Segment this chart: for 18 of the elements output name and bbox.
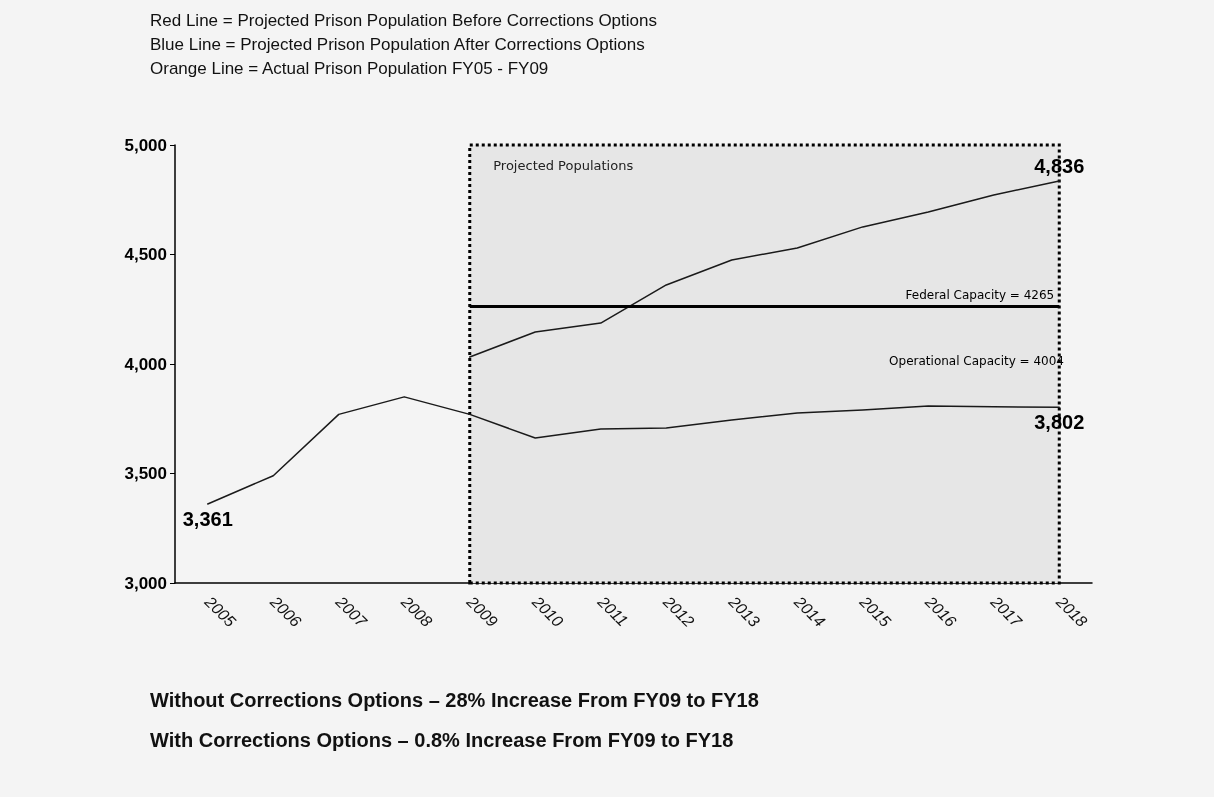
x-tick-label: 2007 [332,592,371,631]
data-label: 3,361 [182,507,233,530]
y-tick-label: 3,500 [124,464,167,483]
x-tick-label: 2017 [987,592,1026,631]
band-label: Projected Populations [493,157,634,173]
y-tick-label: 5,000 [124,135,167,155]
text: Orange Line = Actual Prison Population FY05 - FY09 [150,59,549,78]
text: Blue Line = Projected Prison Population After Corrections Options [150,35,645,54]
y-tick-label: 3,000 [124,573,167,593]
annotation: Operational Capacity = 4004 [889,354,1065,368]
text: Red Line = Projected Prison Population Before Corrections Options [150,11,657,30]
y-tick-label: 4,500 [124,245,167,264]
text: Without Corrections Options – 28% Increase From FY09 to FY18 [150,689,759,711]
ref-line-label: Federal Capacity = 4265 [905,287,1055,302]
y-tick-label: 4,000 [124,354,167,374]
data-label: 4,836 [1034,154,1085,177]
data-label: 3,802 [1034,411,1085,434]
text: With Corrections Options – 0.8% Increase From FY09 to FY18 [150,729,734,751]
